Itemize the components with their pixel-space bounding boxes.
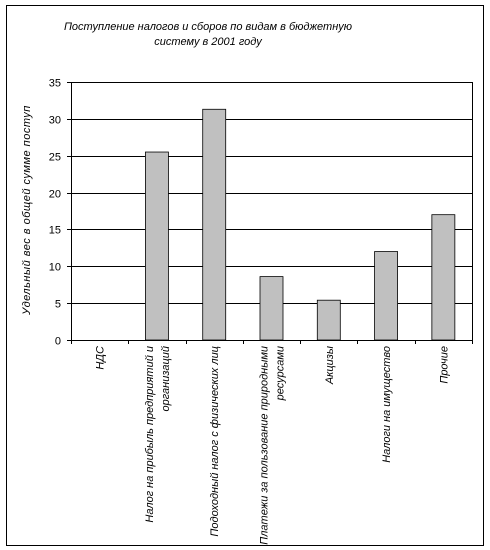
y-tick-label: 0 <box>55 336 61 348</box>
bar <box>431 214 456 341</box>
y-tick-label: 20 <box>49 189 61 201</box>
axes <box>71 82 473 344</box>
category-labels: НДС Налог на прибыль предприятий и организ… <box>95 346 451 545</box>
chart-title-line-2: систему в 2001 году <box>154 36 263 48</box>
bar <box>202 108 227 341</box>
chart-frame <box>6 5 484 546</box>
chart-title-line-1: Поступление налогов и сборов по видам в … <box>64 21 352 33</box>
x-category-label: организаций <box>160 346 172 411</box>
x-category-label: Акцизы <box>324 346 336 385</box>
y-axis-label: Удельный вес в общей сумме поступ <box>21 105 33 316</box>
y-tick-label: 5 <box>55 299 61 311</box>
bar <box>259 276 284 341</box>
y-tick-labels: 0 5 10 15 20 25 30 35 <box>49 78 61 348</box>
x-category-label: Подоходный налог с физических лиц <box>209 346 221 537</box>
x-category-label: НДС <box>95 346 107 370</box>
bar <box>145 151 169 341</box>
y-tick-label: 25 <box>49 152 61 164</box>
bar <box>316 299 341 341</box>
y-tick-label: 35 <box>49 78 61 90</box>
y-tick-label: 30 <box>49 115 61 127</box>
bar <box>374 251 398 341</box>
x-category-label: Налог на прибыль предприятий и <box>144 346 156 523</box>
y-tick-label: 10 <box>49 262 61 274</box>
x-category-label: Платежи за пользование природными <box>259 346 271 545</box>
y-tick-label: 15 <box>49 225 61 237</box>
x-category-label: ресурсами <box>275 346 287 401</box>
x-category-label: Налоги на имущество <box>381 346 393 463</box>
x-category-label: Прочие <box>438 346 450 384</box>
bars <box>145 108 456 341</box>
